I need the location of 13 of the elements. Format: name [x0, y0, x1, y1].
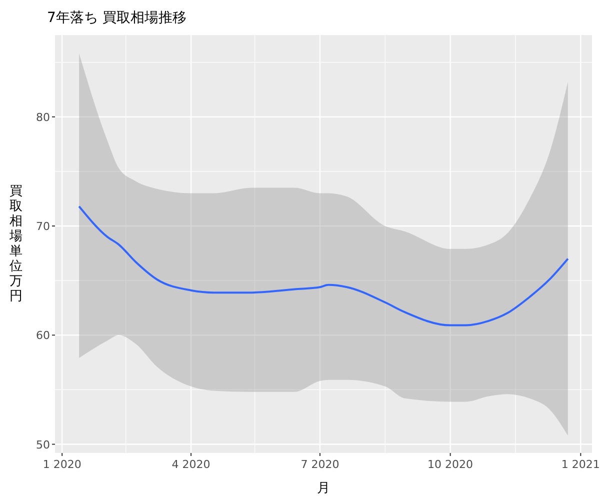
x-tick-label: 1 2020 — [42, 458, 82, 471]
y-tick-label: 60 — [36, 329, 50, 342]
y-tick-label: 70 — [36, 220, 50, 233]
x-tick-label: 1 2021 — [561, 458, 600, 471]
x-tick-label: 10 2020 — [428, 458, 474, 471]
x-axis-title: 月 — [317, 481, 330, 496]
x-tick-label: 4 2020 — [172, 458, 210, 471]
chart-title: 7年落ち 買取相場推移 — [47, 10, 186, 26]
x-tick-label: 7 2020 — [300, 458, 340, 471]
y-axis-title: 買取相場単位万円 — [8, 184, 22, 304]
y-tick-label: 50 — [36, 438, 50, 452]
line-series — [78, 205, 569, 326]
y-tick-label: 80 — [36, 110, 50, 124]
